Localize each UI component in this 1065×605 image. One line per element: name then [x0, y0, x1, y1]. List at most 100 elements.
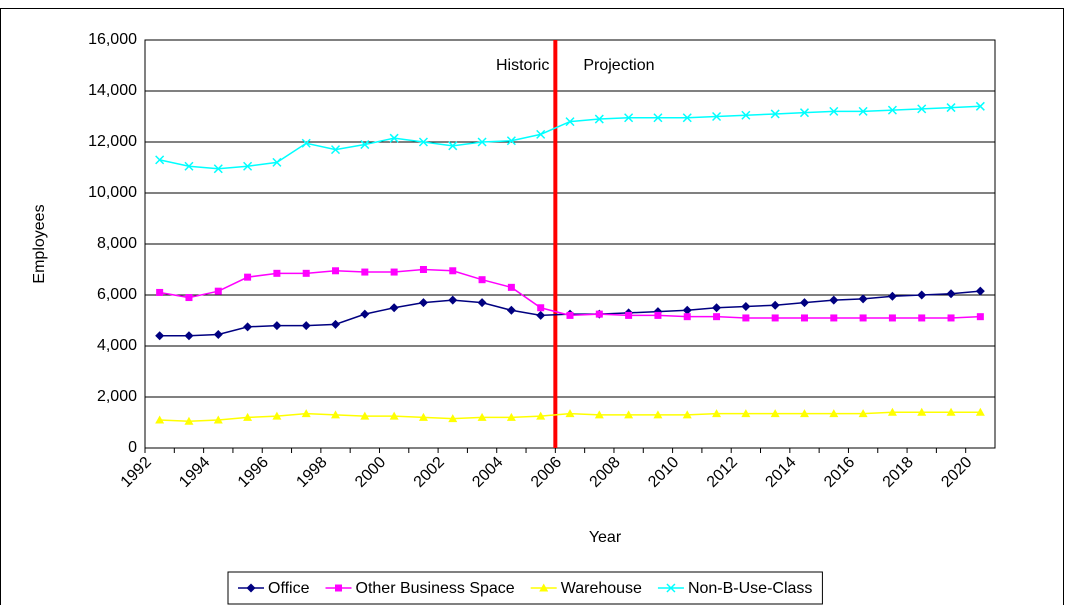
marker: [799, 409, 809, 418]
marker: [332, 267, 340, 275]
marker: [830, 314, 838, 322]
marker: [595, 310, 603, 318]
y-tick-label: 16,000: [88, 31, 137, 48]
marker: [682, 113, 692, 123]
marker: [594, 114, 604, 124]
x-tick-label: 2002: [411, 454, 448, 491]
marker: [741, 110, 751, 120]
legend-label: Warehouse: [561, 580, 642, 597]
marker: [829, 106, 839, 116]
marker: [770, 109, 780, 119]
marker: [244, 273, 252, 281]
x-tick-label: 2016: [821, 454, 858, 491]
marker: [799, 298, 809, 308]
x-tick-label: 2004: [469, 454, 506, 491]
marker: [213, 330, 223, 340]
marker: [887, 291, 897, 301]
marker: [770, 409, 780, 418]
marker: [448, 141, 458, 151]
marker: [418, 137, 428, 147]
y-tick-label: 8,000: [97, 235, 137, 252]
x-tick-label: 2012: [704, 454, 741, 491]
marker: [506, 305, 516, 315]
marker: [536, 310, 546, 320]
marker: [360, 140, 370, 150]
marker: [361, 268, 369, 276]
y-tick-label: 0: [128, 439, 137, 456]
marker: [654, 311, 662, 319]
chart-border: [0, 8, 1064, 605]
marker: [858, 409, 868, 418]
marker: [537, 304, 545, 312]
marker: [155, 415, 165, 424]
marker: [448, 414, 458, 423]
marker: [331, 410, 341, 419]
marker: [335, 584, 342, 592]
marker: [771, 314, 779, 322]
marker: [770, 300, 780, 310]
marker: [302, 269, 310, 277]
marker: [155, 331, 165, 341]
marker: [975, 101, 985, 111]
marker: [214, 287, 222, 295]
marker: [947, 314, 955, 322]
y-tick-label: 4,000: [97, 337, 137, 354]
x-tick-label: 1994: [176, 454, 213, 491]
marker: [712, 303, 722, 313]
marker: [683, 313, 691, 321]
marker: [418, 298, 428, 308]
marker: [800, 314, 808, 322]
marker: [478, 276, 486, 284]
marker: [184, 161, 194, 171]
marker: [975, 286, 985, 296]
marker: [917, 290, 927, 300]
annotation: Historic: [496, 57, 549, 74]
legend: Office Other Business Space Warehouse Non-B…: [227, 571, 823, 605]
marker: [565, 409, 575, 418]
marker: [448, 295, 458, 305]
x-tick-label: 2014: [762, 454, 799, 491]
marker: [653, 113, 663, 123]
marker: [741, 409, 751, 418]
x-tick-label: 2010: [645, 454, 682, 491]
x-tick-label: 1996: [235, 454, 272, 491]
legend-label: Office: [268, 580, 310, 597]
marker: [946, 289, 956, 299]
x-tick-label: 2020: [938, 454, 975, 491]
marker: [712, 409, 722, 418]
y-axis-title: Employees: [31, 204, 48, 283]
marker: [566, 311, 574, 319]
marker: [213, 164, 223, 174]
marker: [624, 113, 634, 123]
legend-label: Non-B-Use-Class: [688, 580, 812, 597]
legend-label: Other Business Space: [356, 580, 515, 597]
marker: [331, 319, 341, 329]
marker: [273, 269, 281, 277]
marker: [887, 407, 897, 416]
marker: [506, 412, 516, 421]
marker: [946, 103, 956, 113]
marker: [213, 415, 223, 424]
marker: [389, 133, 399, 143]
marker: [360, 411, 370, 420]
y-tick-label: 2,000: [97, 388, 137, 405]
marker: [272, 411, 282, 420]
marker: [858, 294, 868, 304]
marker: [506, 136, 516, 146]
marker: [536, 129, 546, 139]
marker: [156, 288, 164, 296]
marker: [917, 104, 927, 114]
marker: [888, 314, 896, 322]
marker: [653, 410, 663, 419]
x-tick-label: 1992: [118, 454, 155, 491]
marker: [184, 331, 194, 341]
marker: [917, 407, 927, 416]
y-tick-label: 10,000: [88, 184, 137, 201]
x-axis-title: Year: [589, 529, 622, 546]
marker: [477, 298, 487, 308]
marker: [301, 409, 311, 418]
marker: [713, 313, 721, 321]
marker: [565, 117, 575, 127]
marker: [536, 411, 546, 420]
